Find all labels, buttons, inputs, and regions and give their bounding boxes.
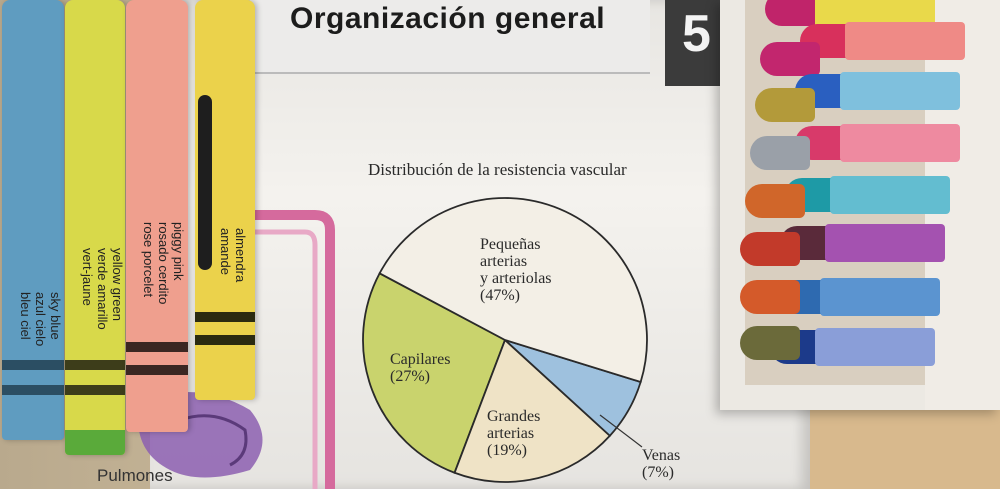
crayon-piggy-pink	[126, 0, 188, 432]
crayon-tip	[740, 232, 800, 266]
pink-vessel-outer	[250, 210, 335, 489]
page-title: Organización general	[290, 2, 606, 35]
crayon-body	[825, 224, 945, 262]
label-line: Venas	[642, 447, 681, 464]
label-line: arterias	[480, 253, 528, 270]
crayon-band	[2, 385, 64, 395]
label-line: Pequeñas	[480, 236, 541, 253]
label-line: arterias	[487, 425, 535, 442]
crayon-body	[820, 278, 940, 316]
slice-large-arteries	[453, 338, 612, 483]
crayon-tip	[760, 42, 820, 76]
crayon-label-almond: almendra amande	[218, 228, 248, 282]
crayon-body	[815, 328, 935, 366]
crayon-tip	[745, 184, 805, 218]
crayon-label-line: azul cielo	[33, 292, 48, 347]
crayon-band	[126, 365, 188, 375]
label-capillaries: Capilares (27%)	[390, 351, 450, 385]
crayon-logo	[198, 95, 212, 270]
label-line: (27%)	[390, 368, 430, 385]
crayon-band	[65, 360, 125, 370]
crayon-almond	[195, 0, 255, 400]
veins-leader-line	[599, 414, 643, 448]
crayon-label-yellow-green: yellow green verde amarillo vert-jaune	[80, 248, 125, 330]
lung-outline	[179, 414, 248, 467]
label-line: (7%)	[642, 464, 674, 481]
label-large-arteries: Grandes arterias (19%)	[487, 408, 540, 459]
label-line: (47%)	[480, 287, 520, 304]
crayon-tip	[740, 326, 800, 360]
crayon-body	[845, 22, 965, 60]
crayon-label-line: verde amarillo	[95, 248, 110, 330]
label-small-arteries: Pequeñas arterias y arteriolas (47%)	[480, 236, 552, 304]
crayon-body	[830, 176, 950, 214]
label-line: y arteriolas	[480, 270, 552, 287]
crayon-label-line: bleu ciel	[18, 292, 33, 340]
crayon-label-sky-blue: sky blue azul cielo bleu ciel	[18, 292, 63, 346]
crayon-band	[65, 385, 125, 395]
chapter-number: 5	[682, 5, 711, 63]
crayon-tip	[65, 430, 125, 455]
crayon-band	[195, 335, 255, 345]
crayon-yellow-green	[65, 0, 125, 455]
crayon-label-line: rose porcelet	[141, 222, 156, 298]
crayon-band	[195, 312, 255, 322]
crayon-body	[840, 72, 960, 110]
crayon-label-line: sky blue	[48, 292, 63, 340]
crayon-tip	[740, 280, 800, 314]
label-line: (19%)	[487, 442, 527, 459]
label-line: Grandes	[487, 408, 541, 425]
crayon-label-line: piggy pink	[171, 222, 186, 281]
crayon-label-line: vert-jaune	[80, 248, 95, 306]
label-line: Capilares	[390, 351, 451, 368]
slice-small-arteries	[378, 197, 648, 384]
crayon-body	[840, 124, 960, 162]
slice-capillaries	[362, 272, 507, 474]
crayon-label-line: yellow green	[110, 248, 125, 321]
crayon-label-line: almendra	[233, 228, 248, 283]
crayon-band	[2, 360, 64, 370]
crayon-label-piggy-pink: piggy pink rosado cerdito rose porcelet	[141, 222, 186, 304]
pink-vessel-inner	[250, 229, 318, 489]
crayon-tip	[750, 136, 810, 170]
label-veins: Venas (7%)	[642, 447, 680, 481]
lungs-label: Pulmones	[97, 466, 173, 485]
crayon-tip	[755, 88, 815, 122]
crayon-band	[126, 342, 188, 352]
crayon-label-line: amande	[218, 228, 233, 275]
chart-title: Distribución de la resistencia vascular	[368, 160, 627, 179]
header-band	[250, 0, 650, 74]
crayon-label-line: rosado cerdito	[156, 222, 171, 305]
crayon-sky-blue	[2, 0, 64, 440]
